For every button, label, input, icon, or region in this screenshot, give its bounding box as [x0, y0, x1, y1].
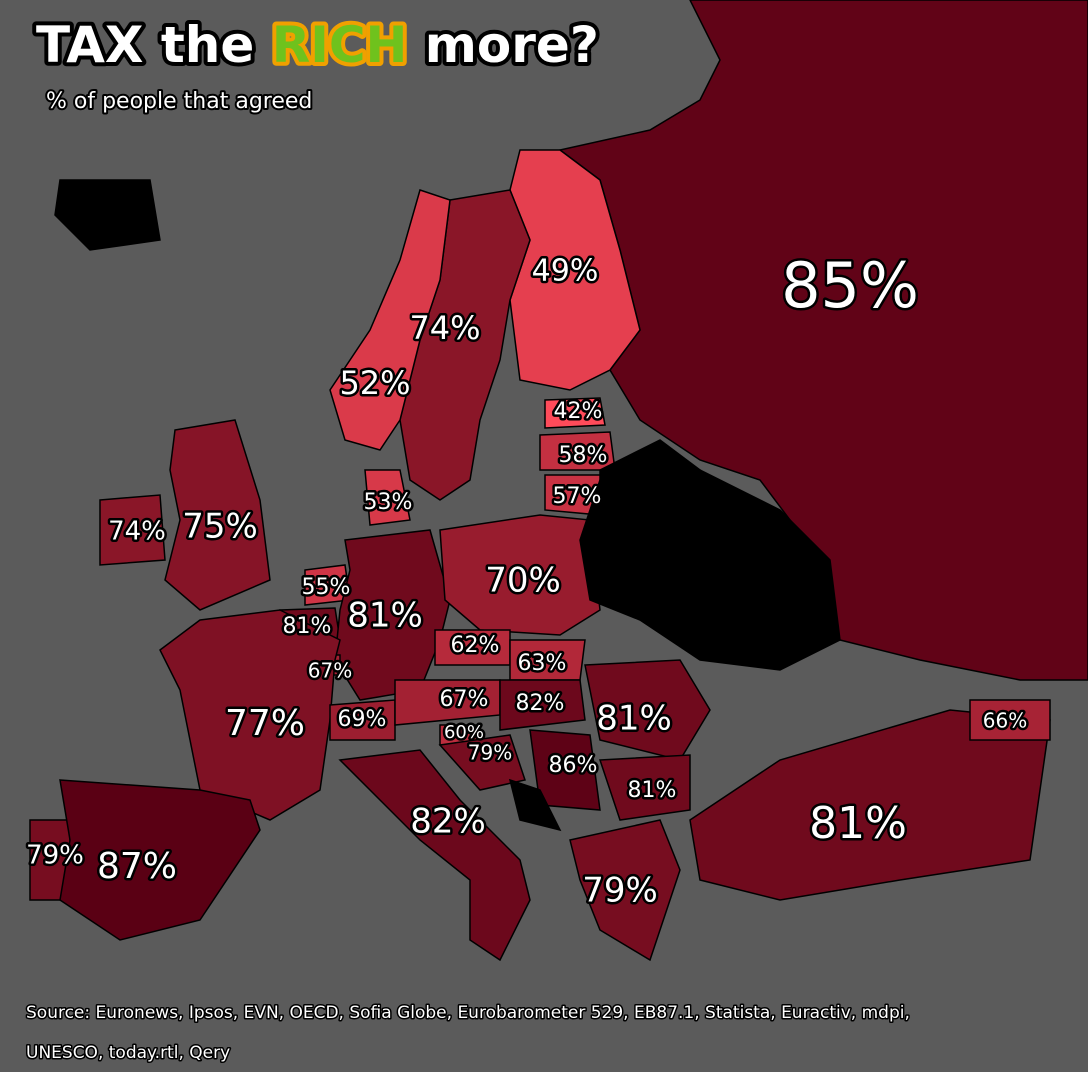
land	[29, 0, 1088, 962]
value-label: 81%	[283, 614, 332, 639]
value-label: 82%	[410, 802, 486, 842]
region	[364, 469, 411, 526]
region	[598, 754, 691, 821]
region	[544, 397, 606, 429]
value-label: 79%	[26, 841, 84, 871]
region	[529, 729, 601, 811]
region	[689, 709, 1051, 901]
value-label: 58%	[559, 443, 608, 468]
region	[439, 514, 601, 636]
value-label: 79%	[468, 741, 512, 765]
value-label: 81%	[347, 596, 423, 636]
value-label: 82%	[516, 691, 565, 716]
value-label: 86%	[549, 753, 598, 778]
value-label: 69%	[338, 707, 387, 732]
no-data-region	[579, 469, 841, 671]
value-label: 60%	[444, 722, 484, 743]
no-data-region	[54, 179, 161, 251]
value-label: 81%	[596, 699, 672, 739]
region	[499, 679, 586, 731]
value-label: 67%	[440, 687, 489, 712]
region	[558, 0, 1088, 681]
region	[99, 494, 166, 566]
title: TAX the RICH more?	[36, 16, 599, 74]
value-label: 49%	[532, 254, 599, 289]
value-label: 77%	[225, 703, 305, 744]
value-label: 87%	[97, 846, 177, 887]
value-label: 74%	[108, 517, 166, 547]
value-label: 81%	[809, 798, 907, 849]
title-end: more?	[425, 16, 599, 74]
value-label: 81%	[628, 778, 677, 803]
value-label: 62%	[451, 633, 500, 658]
region	[334, 529, 451, 701]
value-label: 57%	[553, 484, 602, 509]
no-data-region	[599, 439, 702, 502]
region	[584, 659, 711, 761]
region	[338, 749, 531, 962]
region	[164, 419, 271, 611]
value-label: 52%	[339, 364, 410, 402]
region	[329, 189, 451, 451]
region	[329, 699, 396, 741]
value-label: 53%	[364, 490, 413, 515]
value-label: 75%	[182, 507, 258, 547]
region	[969, 699, 1051, 741]
region	[569, 819, 681, 962]
subtitle: % of people that agreed	[46, 89, 312, 114]
value-label: 67%	[308, 659, 352, 683]
region	[159, 609, 341, 821]
value-label: 66%	[983, 709, 1027, 733]
title-highlight: RICH	[272, 16, 408, 74]
source: Source: Euronews, Ipsos, EVN, OECD, Sofi…	[26, 1003, 910, 1023]
value-label: 74%	[409, 309, 480, 347]
region	[59, 779, 261, 941]
no-data-region	[508, 778, 562, 832]
value-label: 42%	[554, 399, 603, 424]
value-label: 79%	[582, 871, 658, 911]
title-start: TAX the	[36, 16, 254, 74]
value-label: 85%	[781, 249, 919, 322]
region	[438, 734, 526, 791]
source: UNESCO, today.rtl, Qery	[26, 1043, 230, 1063]
value-label: 63%	[518, 651, 567, 676]
value-label: 55%	[302, 575, 351, 600]
value-label: 70%	[485, 561, 561, 601]
labels: 85%49%74%52%42%58%57%53%74% 75%55%81% 81%7…	[24, 247, 1030, 913]
